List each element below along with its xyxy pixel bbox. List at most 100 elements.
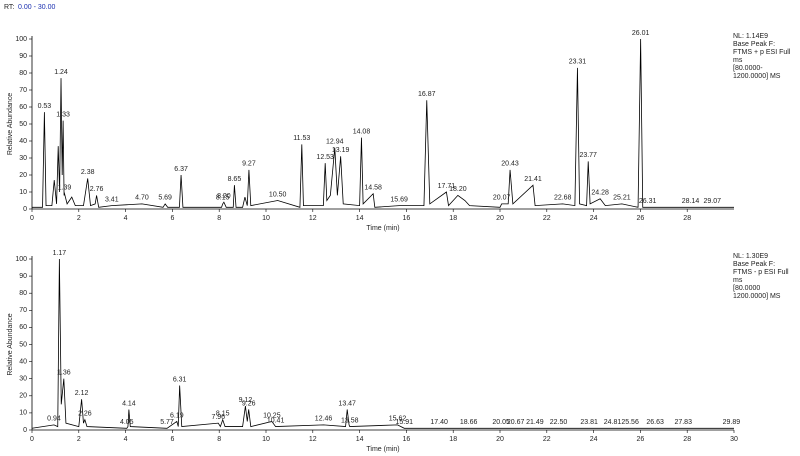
y-tick-label: 50 bbox=[19, 121, 27, 128]
info-line: [80.0000 bbox=[733, 285, 760, 292]
x-tick-label: 28 bbox=[683, 215, 691, 222]
x-axis-label: Time (min) bbox=[366, 446, 399, 453]
peak-label: 14.58 bbox=[364, 185, 382, 192]
x-tick-label: 6 bbox=[170, 436, 174, 443]
peak-label: 3.41 bbox=[105, 196, 119, 203]
peak-label: 26.31 bbox=[639, 198, 657, 205]
peak-label: 10.41 bbox=[267, 417, 285, 424]
peak-label: 20.05 bbox=[492, 419, 510, 426]
y-tick-label: 40 bbox=[19, 358, 27, 365]
x-tick-label: 10 bbox=[262, 436, 270, 443]
x-tick-label: 20 bbox=[496, 215, 504, 222]
y-tick-label: 10 bbox=[19, 410, 27, 417]
peak-label: 15.91 bbox=[396, 419, 414, 426]
x-tick-label: 28 bbox=[683, 436, 691, 443]
peak-label: 4.14 bbox=[122, 400, 136, 407]
y-tick-label: 20 bbox=[19, 393, 27, 400]
y-tick-label: 0 bbox=[23, 427, 27, 434]
x-tick-label: 16 bbox=[403, 215, 411, 222]
info-line: ms bbox=[733, 277, 743, 284]
x-tick-label: 8 bbox=[217, 436, 221, 443]
peak-label: 10.25 bbox=[263, 412, 281, 419]
peak-label: 1.24 bbox=[54, 69, 68, 76]
peak-label: 20.67 bbox=[507, 419, 525, 426]
peak-label: 18.66 bbox=[460, 419, 478, 426]
peak-label: 24.28 bbox=[591, 190, 609, 197]
peak-label: 15.62 bbox=[389, 416, 407, 423]
y-tick-label: 30 bbox=[19, 376, 27, 383]
peak-label: 5.77 bbox=[160, 419, 174, 426]
peak-label: 8.65 bbox=[228, 176, 242, 183]
info-line: NL: 1.14E9 bbox=[733, 33, 768, 40]
chromatogram-trace bbox=[31, 258, 734, 429]
peak-label: 4.70 bbox=[135, 195, 149, 202]
peak-label: 23.31 bbox=[569, 59, 587, 66]
peak-label: 16.87 bbox=[418, 91, 436, 98]
x-tick-label: 14 bbox=[356, 436, 364, 443]
peak-label: 12.53 bbox=[316, 154, 334, 161]
peak-label: 2.26 bbox=[78, 411, 92, 418]
peak-label: 8.15 bbox=[216, 195, 230, 202]
peak-label: 9.27 bbox=[242, 161, 256, 168]
x-tick-label: 26 bbox=[637, 215, 645, 222]
peak-label: 22.68 bbox=[554, 195, 572, 202]
x-tick-label: 6 bbox=[170, 215, 174, 222]
peak-label: 6.31 bbox=[173, 376, 187, 383]
peak-label: 12.94 bbox=[326, 139, 344, 146]
peak-label: 11.53 bbox=[293, 135, 310, 142]
info-line: ms bbox=[733, 57, 743, 64]
peak-label: 24.81 bbox=[604, 419, 622, 426]
x-tick-label: 2 bbox=[77, 436, 81, 443]
peak-label: 20.07 bbox=[493, 195, 511, 202]
y-tick-label: 70 bbox=[19, 87, 27, 94]
peak-label: 26.01 bbox=[632, 30, 650, 37]
info-line: NL: 1.30E9 bbox=[733, 253, 768, 260]
peak-label: 9.12 bbox=[239, 397, 253, 404]
y-tick-label: 70 bbox=[19, 307, 27, 314]
peak-label: 5.69 bbox=[158, 195, 172, 202]
x-tick-label: 26 bbox=[637, 436, 645, 443]
x-tick-label: 30 bbox=[730, 436, 738, 443]
x-tick-label: 12 bbox=[309, 436, 317, 443]
peak-label: 1.36 bbox=[57, 370, 71, 377]
info-line: [80.0000- bbox=[733, 65, 763, 72]
peak-label: 15.69 bbox=[390, 196, 408, 203]
peak-label: 13.47 bbox=[338, 400, 356, 407]
y-tick-label: 60 bbox=[19, 104, 27, 111]
x-tick-label: 8 bbox=[217, 215, 221, 222]
peak-label: 25.21 bbox=[613, 195, 631, 202]
peak-label: 18.20 bbox=[449, 186, 467, 193]
x-tick-label: 18 bbox=[449, 436, 457, 443]
peak-label: 6.19 bbox=[170, 412, 184, 419]
peak-label: 12.46 bbox=[315, 416, 333, 423]
x-tick-label: 16 bbox=[403, 436, 411, 443]
y-tick-label: 90 bbox=[19, 273, 27, 280]
y-tick-label: 20 bbox=[19, 172, 27, 179]
x-tick-label: 24 bbox=[590, 215, 598, 222]
x-tick-label: 12 bbox=[309, 215, 317, 222]
chromatogram-trace bbox=[32, 38, 734, 208]
x-tick-label: 18 bbox=[449, 215, 457, 222]
info-line: FTMS + p ESI Full bbox=[733, 49, 791, 56]
y-tick-label: 100 bbox=[15, 36, 27, 43]
peak-label: 23.81 bbox=[580, 419, 598, 426]
peak-label: 2.12 bbox=[75, 390, 89, 397]
peak-label: 2.76 bbox=[90, 186, 104, 193]
y-tick-label: 90 bbox=[19, 53, 27, 60]
peak-label: 8.15 bbox=[216, 411, 230, 418]
info-line: 1200.0000] MS bbox=[733, 293, 781, 300]
info-line: Base Peak F: bbox=[733, 41, 775, 48]
peak-label: 17.71 bbox=[438, 183, 456, 190]
peak-label: 29.07 bbox=[703, 198, 721, 205]
peak-label: 13.19 bbox=[332, 147, 350, 154]
peak-label: 8.20 bbox=[217, 193, 231, 200]
x-tick-label: 2 bbox=[77, 215, 81, 222]
peak-label: 0.94 bbox=[47, 416, 61, 423]
y-axis-label: Relative Abundance bbox=[7, 93, 14, 155]
rt-range: 0.00 - 30.00 bbox=[18, 4, 55, 11]
peak-label: 1.39 bbox=[58, 185, 72, 192]
peak-label: 2.38 bbox=[81, 169, 95, 176]
peak-label: 27.83 bbox=[674, 419, 692, 426]
peak-label: 10.50 bbox=[269, 191, 287, 198]
